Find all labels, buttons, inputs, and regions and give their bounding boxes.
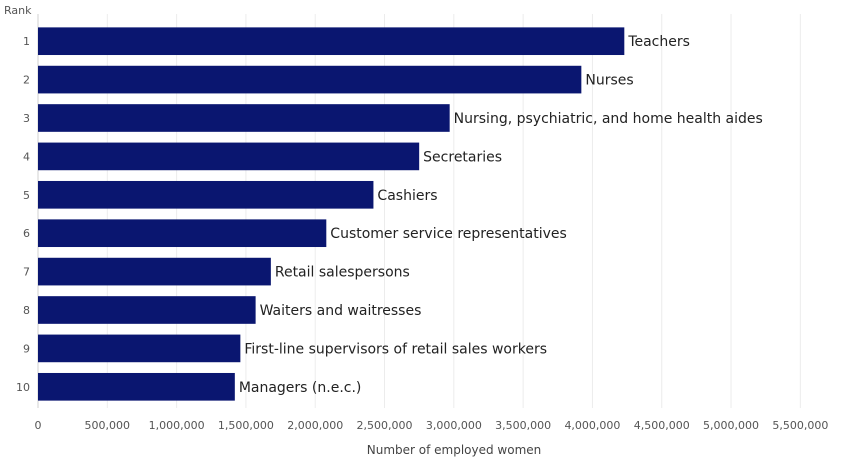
x-tick-label: 500,000 xyxy=(85,419,131,432)
bar-label: Nursing, psychiatric, and home health ai… xyxy=(454,111,763,127)
y-axis-title: Rank xyxy=(4,4,32,17)
bar[interactable] xyxy=(38,104,450,132)
y-tick-label: 7 xyxy=(23,266,30,279)
y-tick-label: 9 xyxy=(23,342,30,355)
x-tick-label: 2,500,000 xyxy=(357,419,413,432)
x-tick-label: 2,000,000 xyxy=(287,419,343,432)
x-axis: Number of employed women 0 500,000 1,000,0… xyxy=(35,419,829,457)
x-tick-label: 3,500,000 xyxy=(495,419,551,432)
x-tick-label: 3,000,000 xyxy=(426,419,482,432)
bar-label: Teachers xyxy=(627,34,690,50)
bar[interactable] xyxy=(38,219,327,248)
y-axis: Rank 1 2 3 4 5 6 7 8 9 10 xyxy=(4,4,32,394)
bar-label: Retail salespersons xyxy=(275,265,410,281)
y-tick-label: 2 xyxy=(23,74,30,87)
bar[interactable] xyxy=(38,27,625,56)
bar[interactable] xyxy=(38,257,271,286)
y-tick-label: 3 xyxy=(23,112,30,125)
bar[interactable] xyxy=(38,334,241,363)
x-axis-title: Number of employed women xyxy=(367,443,542,457)
x-tick-label: 4,000,000 xyxy=(564,419,620,432)
y-tick-label: 6 xyxy=(23,227,30,240)
y-tick-label: 4 xyxy=(23,150,30,163)
x-tick-label: 1,000,000 xyxy=(149,419,205,432)
bar[interactable] xyxy=(38,142,420,171)
x-tick-label: 0 xyxy=(35,419,42,432)
y-tick-label: 5 xyxy=(23,189,30,202)
x-tick-label: 1,500,000 xyxy=(218,419,274,432)
y-tick-label: 8 xyxy=(23,304,30,317)
bar[interactable] xyxy=(38,180,374,209)
x-tick-label: 5,500,000 xyxy=(772,419,828,432)
bar-label: Customer service representatives xyxy=(330,226,566,242)
bar[interactable] xyxy=(38,372,235,401)
bar[interactable] xyxy=(38,65,582,94)
x-tick-label: 4,500,000 xyxy=(634,419,690,432)
bar-labels: Teachers Nurses Nursing, psychiatric, and … xyxy=(239,34,763,396)
y-tick-label: 1 xyxy=(23,35,30,48)
bar-label: Waiters and waitresses xyxy=(260,303,422,319)
bar-label: Secretaries xyxy=(423,149,502,165)
bar-label: Managers (n.e.c.) xyxy=(239,380,362,396)
bar[interactable] xyxy=(38,296,256,324)
y-tick-label: 10 xyxy=(16,381,30,394)
bars xyxy=(38,27,625,401)
bar-label: Cashiers xyxy=(377,188,437,204)
bar-label: Nurses xyxy=(585,73,633,89)
bar-label: First-line supervisors of retail sales w… xyxy=(244,341,547,357)
x-tick-label: 5,000,000 xyxy=(703,419,759,432)
